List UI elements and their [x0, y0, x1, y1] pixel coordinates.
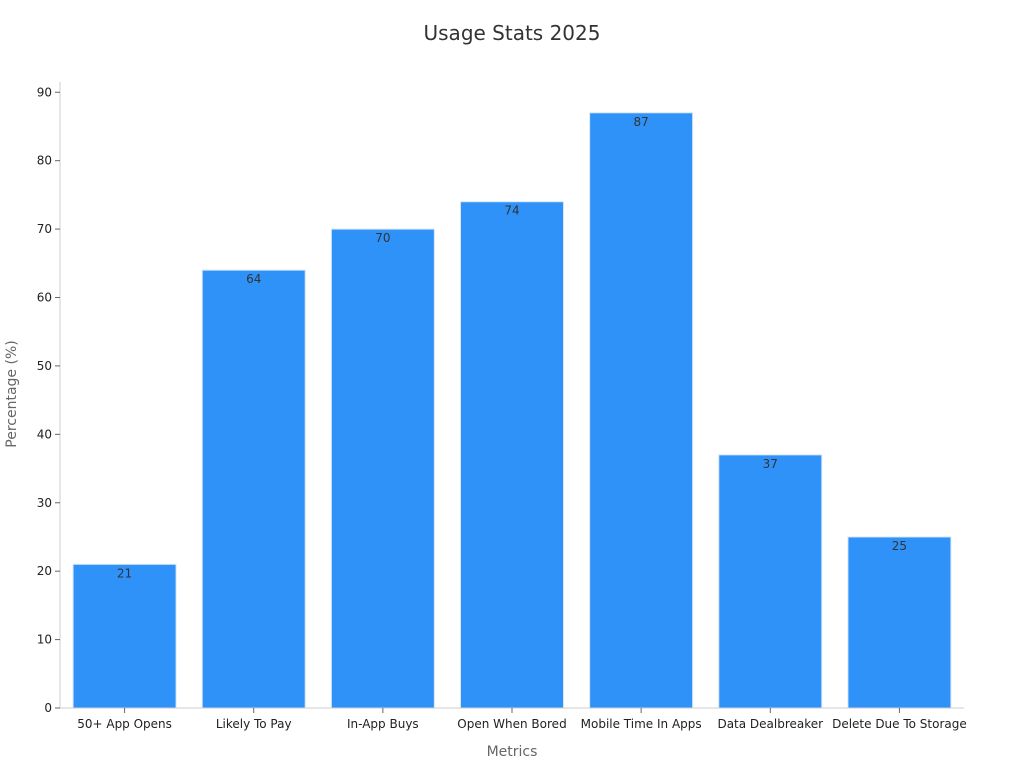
- x-axis-label: Metrics: [487, 744, 538, 760]
- y-tick-label: 70: [37, 222, 52, 236]
- x-tick-label: In-App Buys: [347, 717, 419, 731]
- data-label: 25: [892, 539, 907, 553]
- x-tick: Delete Due To Storage: [832, 708, 967, 731]
- x-tick: 50+ App Opens: [77, 708, 172, 731]
- data-label: 74: [504, 204, 519, 218]
- y-ticks-group: 0 10 20 30 40 50 60 70 80 90: [37, 85, 60, 715]
- y-axis-label: Percentage (%): [4, 340, 20, 447]
- y-tick-label: 10: [37, 633, 52, 647]
- x-tick: Likely To Pay: [216, 708, 292, 731]
- y-tick: 10: [37, 633, 60, 647]
- x-tick-label: Likely To Pay: [216, 717, 292, 731]
- y-tick-label: 20: [37, 564, 52, 578]
- y-tick: 70: [37, 222, 60, 236]
- y-tick: 40: [37, 427, 60, 441]
- x-tick: Mobile Time In Apps: [581, 708, 702, 731]
- bar: [589, 112, 694, 709]
- x-tick: In-App Buys: [347, 708, 419, 731]
- x-tick: Data Dealbreaker: [717, 708, 823, 731]
- bar: [330, 228, 435, 709]
- data-label: 87: [634, 115, 649, 129]
- bar: [201, 269, 306, 709]
- bar: [460, 201, 564, 709]
- y-tick: 30: [37, 496, 60, 510]
- y-tick: 80: [37, 154, 60, 168]
- y-tick-label: 40: [37, 427, 52, 441]
- y-tick-label: 80: [37, 154, 52, 168]
- x-tick-label: Delete Due To Storage: [832, 717, 967, 731]
- x-tick-label: Data Dealbreaker: [717, 717, 823, 731]
- data-label: 37: [763, 457, 778, 471]
- y-tick: 90: [37, 85, 60, 99]
- y-tick: 60: [37, 291, 60, 305]
- data-label: 21: [117, 566, 132, 580]
- x-tick-label: 50+ App Opens: [77, 717, 172, 731]
- x-tick: Open When Bored: [457, 708, 567, 731]
- y-tick-label: 90: [37, 85, 52, 99]
- y-tick: 50: [37, 359, 60, 373]
- y-tick: 20: [37, 564, 60, 578]
- y-tick-label: 30: [37, 496, 52, 510]
- y-tick: 0: [44, 701, 60, 715]
- bar: [847, 536, 952, 709]
- y-tick-label: 50: [37, 359, 52, 373]
- x-tick-label: Open When Bored: [457, 717, 566, 731]
- bars-group: [72, 112, 952, 709]
- data-label: 70: [375, 231, 390, 245]
- data-labels-group: 21 64 70 74 87 37 25: [117, 115, 907, 581]
- x-ticks-group: 50+ App Opens Likely To Pay In-App Buys Ope…: [77, 708, 967, 731]
- data-label: 64: [246, 272, 261, 286]
- x-tick-label: Mobile Time In Apps: [581, 717, 702, 731]
- y-tick-label: 0: [44, 701, 52, 715]
- bar: [72, 563, 177, 709]
- y-tick-label: 60: [37, 291, 52, 305]
- chart-title: Usage Stats 2025: [424, 21, 601, 45]
- bar: [718, 454, 823, 709]
